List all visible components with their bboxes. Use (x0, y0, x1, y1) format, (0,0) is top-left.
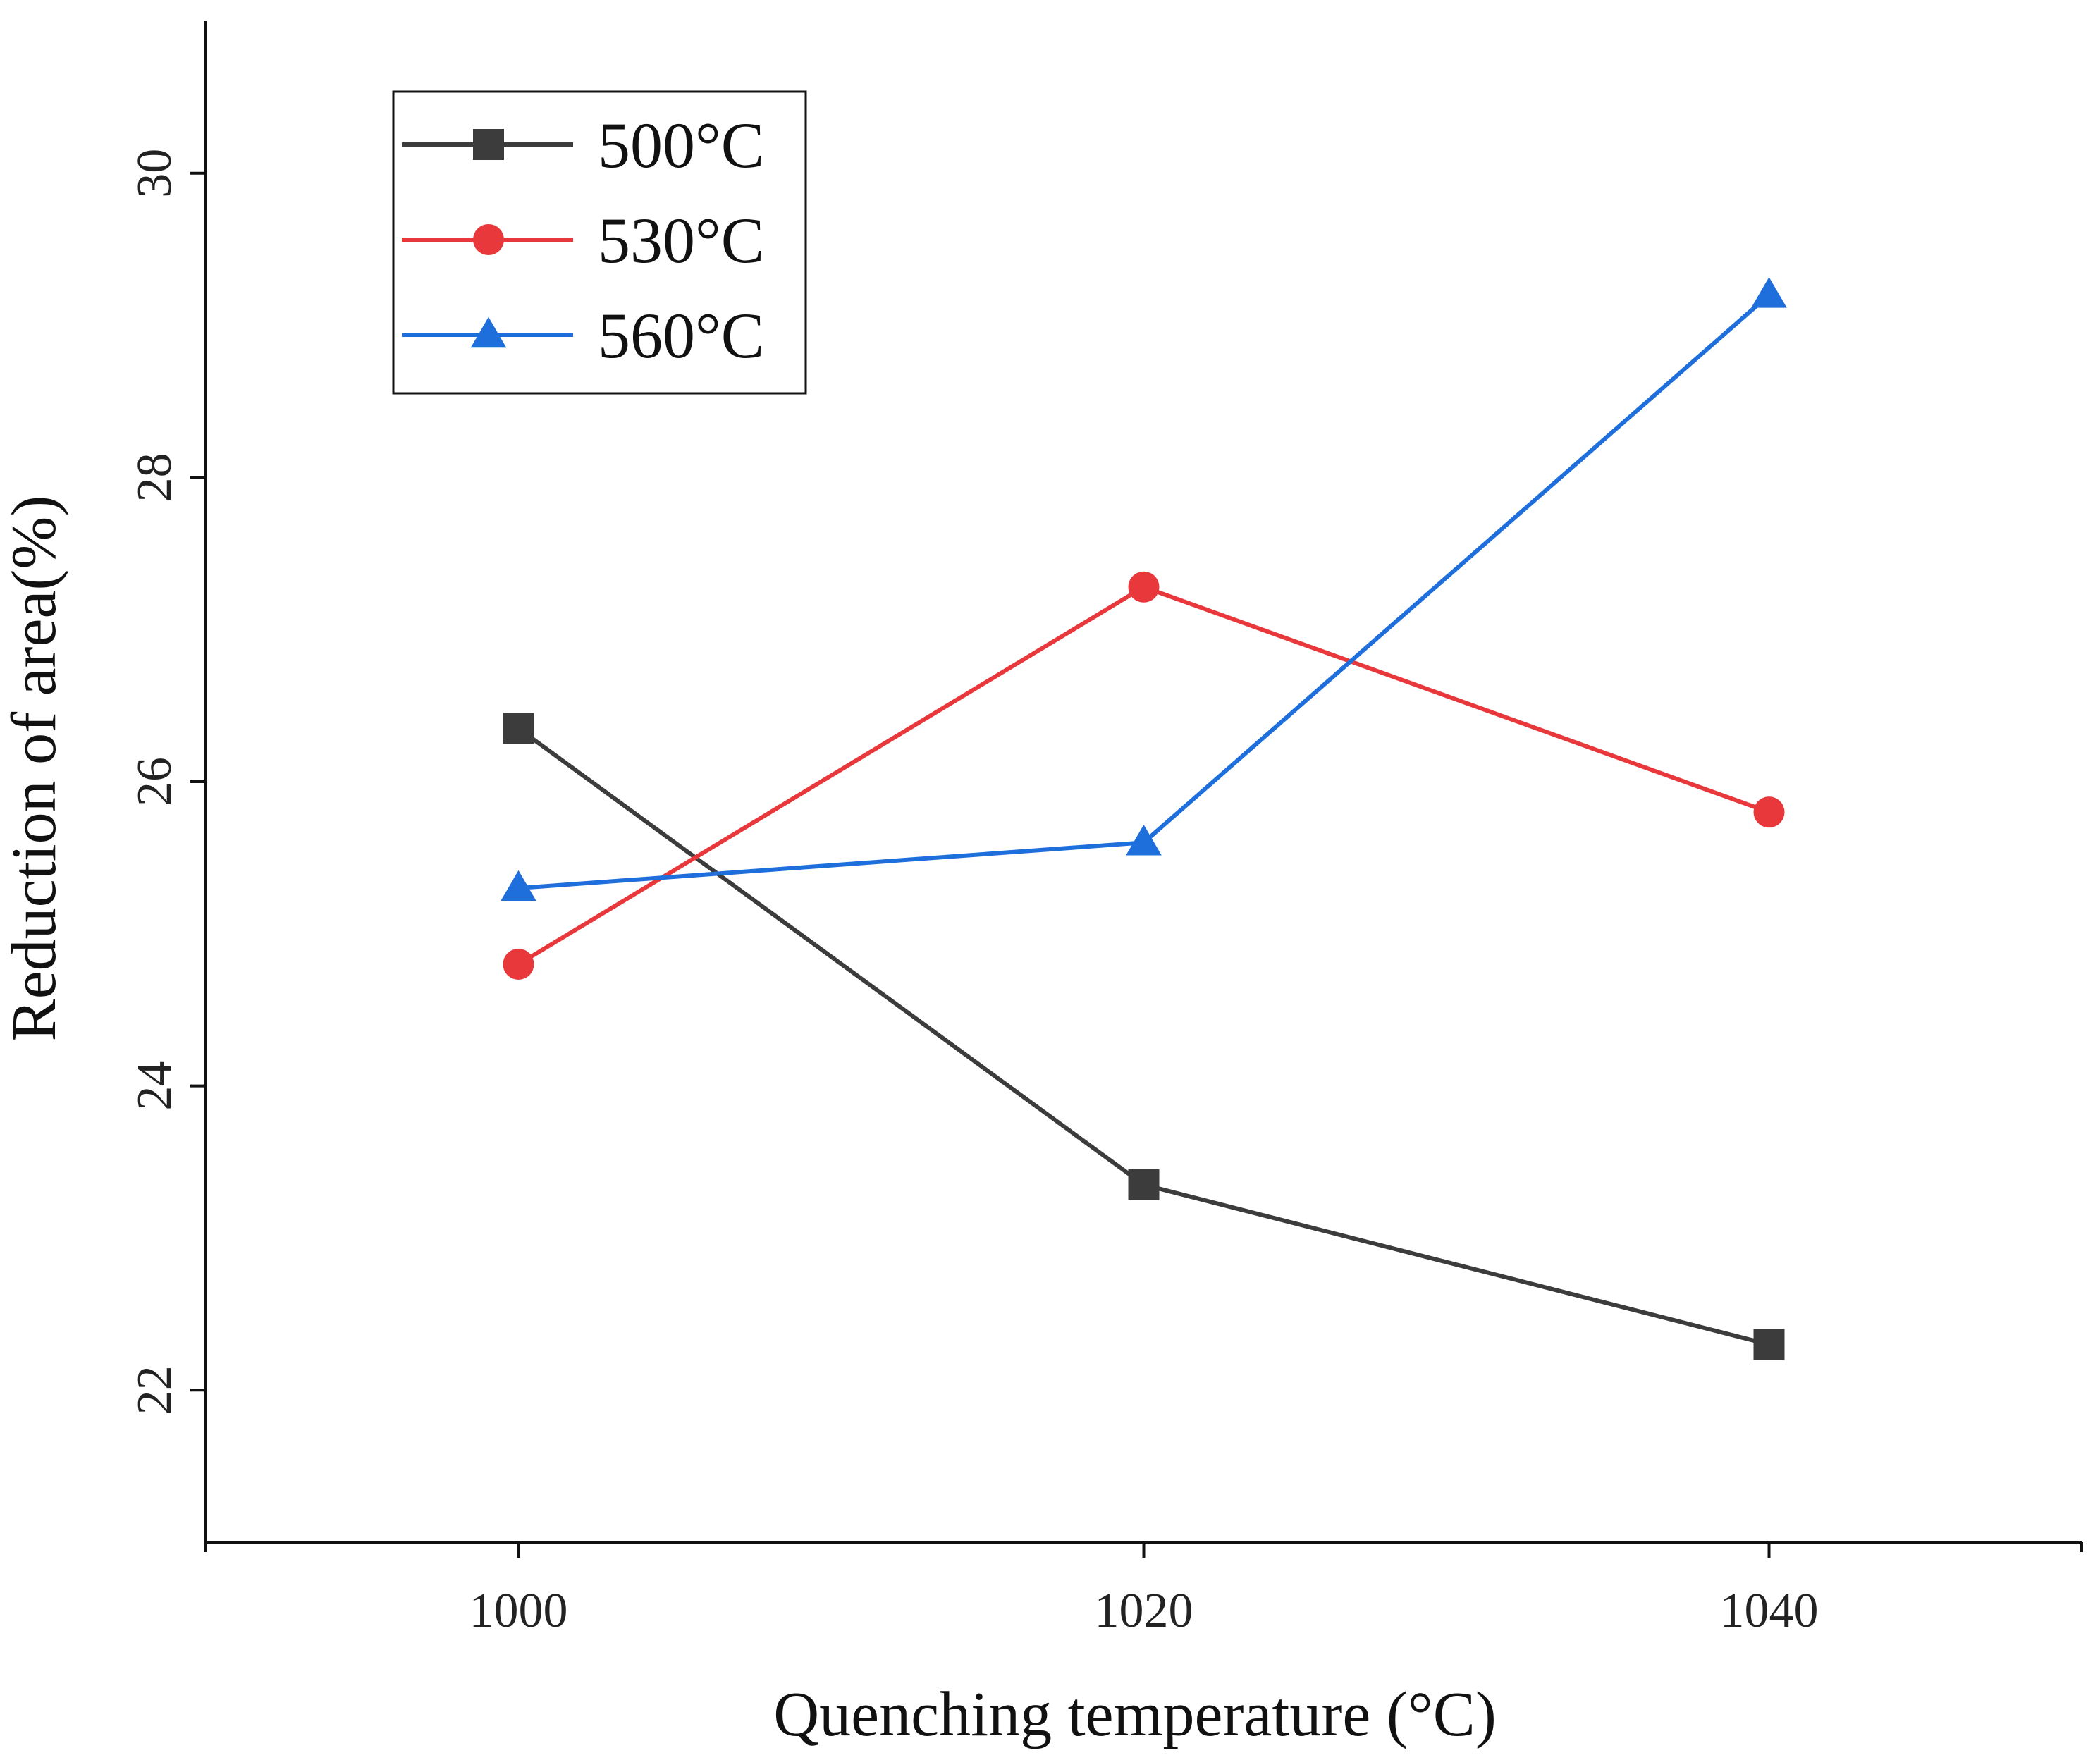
legend-entry: 530°C (402, 204, 764, 276)
series-line (517, 727, 1770, 1347)
series-3 (501, 277, 1787, 901)
legend-label: 500°C (598, 109, 764, 181)
series-line (517, 584, 1770, 966)
data-point (1128, 1169, 1160, 1200)
x-tick-label: 1000 (469, 1584, 568, 1638)
legend-marker (473, 129, 504, 160)
data-point (1128, 571, 1160, 603)
y-tick-label: 22 (128, 1365, 182, 1415)
legend-marker (473, 224, 504, 255)
x-tick-label: 1020 (1095, 1584, 1193, 1638)
legend-label: 560°C (598, 300, 764, 371)
series-1 (503, 713, 1785, 1360)
data-point (1751, 277, 1787, 308)
x-axis-title: Quenching temperature (°C) (773, 1680, 1497, 1749)
legend-entry: 560°C (402, 300, 764, 371)
legend: 500°C 530°C 560°C (392, 90, 807, 395)
legend-label: 530°C (598, 204, 764, 276)
data-point (503, 948, 534, 980)
y-tick-label: 26 (128, 757, 182, 806)
y-tick-label: 30 (128, 149, 182, 198)
series-layer (501, 277, 1787, 1360)
data-point (1753, 796, 1785, 828)
data-point (1126, 825, 1162, 856)
series-2 (503, 571, 1785, 980)
y-tick-label: 24 (128, 1061, 182, 1111)
data-point (501, 870, 536, 901)
y-axis-title: Reduction of area(%) (0, 496, 69, 1042)
legend-box (392, 90, 807, 395)
x-tick-label: 1040 (1720, 1584, 1819, 1638)
legend-marker (470, 316, 507, 348)
legend-entry: 500°C (402, 109, 764, 181)
y-tick-label: 28 (128, 453, 182, 502)
data-point (503, 713, 534, 744)
data-point (1753, 1329, 1785, 1360)
axes: 1000 1020 1040 22 24 26 28 30 (128, 21, 2083, 1638)
